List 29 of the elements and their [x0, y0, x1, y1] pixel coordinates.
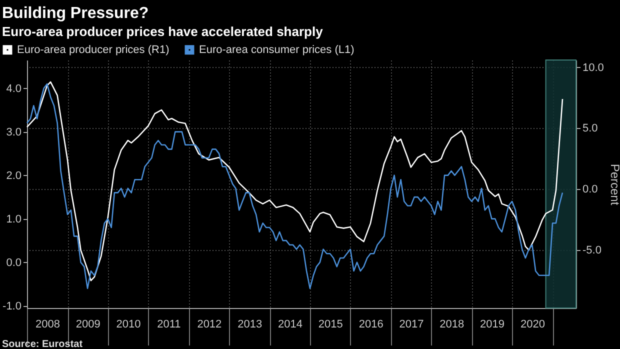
x-tick-label: 2010	[116, 318, 141, 330]
chart-title: Building Pressure?	[2, 5, 149, 22]
x-tick-label: 2019	[480, 318, 505, 330]
y-tick-label: 2.0	[6, 170, 22, 182]
y2-tick-label: -5.0	[582, 244, 602, 257]
x-tick-label: 2016	[358, 318, 384, 330]
x-tick-label: 2011	[157, 318, 181, 330]
y2-tick-label: 0.0	[582, 184, 598, 196]
x-tick-label: 2009	[76, 318, 100, 330]
y2-tick-label: 5.0	[582, 122, 598, 135]
legend-label: Euro-area producer prices (R1)	[17, 44, 170, 56]
x-tick-label: 2017	[399, 318, 424, 330]
x-tick-label: 2013	[238, 318, 262, 330]
y-tick-label: 1.0	[6, 213, 22, 226]
source-note: Source: Eurostat	[2, 339, 84, 349]
y-tick-label: 4.0	[6, 82, 22, 95]
x-tick-label: 2015	[318, 318, 343, 330]
y-tick-label: 3.0	[6, 126, 22, 138]
x-tick-label: 2018	[440, 318, 464, 330]
y2-axis-title: Percent	[608, 164, 620, 206]
x-tick-label: 2020	[520, 318, 546, 330]
y-tick-label: -1.0	[2, 300, 22, 312]
y-tick-label: 0.0	[6, 256, 22, 269]
legend-label: Euro-area consumer prices (L1)	[199, 44, 354, 56]
x-tick-label: 2014	[278, 318, 302, 330]
y2-tick-label: 10.0	[582, 62, 604, 74]
x-tick-label: 2008	[36, 318, 60, 330]
chart-subtitle: Euro-area producer prices have accelerated sharply	[2, 24, 324, 39]
x-tick-label: 2012	[197, 318, 222, 330]
